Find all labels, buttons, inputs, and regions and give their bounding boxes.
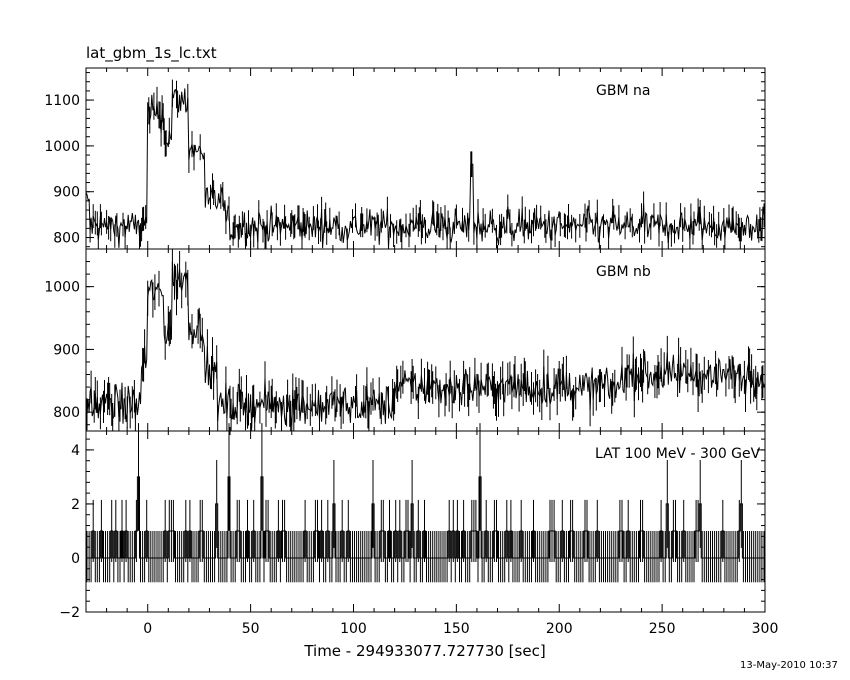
x-tick-label: 250 xyxy=(649,621,676,637)
gbm-count-line xyxy=(85,261,766,429)
x-tick-label: 300 xyxy=(752,621,779,637)
gbm-error-bars xyxy=(89,79,766,249)
y-tick-label: 900 xyxy=(53,342,80,358)
y-tick-label: 800 xyxy=(53,231,80,247)
y-tick-label: 2 xyxy=(71,497,80,513)
y-tick-label: 1000 xyxy=(44,280,80,296)
timestamp: 13-May-2010 10:37 xyxy=(740,660,838,671)
gbm-series xyxy=(85,79,766,249)
lat-count-line xyxy=(86,476,765,559)
x-tick-label: 150 xyxy=(443,621,470,637)
series-label: GBM na xyxy=(596,83,650,99)
x-tick-label: 0 xyxy=(143,621,152,637)
x-tick-label: 100 xyxy=(340,621,367,637)
series-label: GBM nb xyxy=(596,264,651,280)
x-tick-label: 50 xyxy=(242,621,260,637)
y-tick-label: 0 xyxy=(71,551,80,567)
gbm-error-bars xyxy=(86,249,764,431)
y-tick-label: 4 xyxy=(71,443,80,459)
y-tick-label: 1000 xyxy=(44,139,80,155)
chart-title: lat_gbm_1s_lc.txt xyxy=(86,44,217,62)
y-tick-label: −2 xyxy=(59,605,80,621)
y-tick-label: 900 xyxy=(53,185,80,201)
series-label: LAT 100 MeV - 300 GeV xyxy=(595,446,761,462)
lat-series xyxy=(86,423,765,583)
y-tick-label: 1100 xyxy=(44,93,80,109)
gbm-series xyxy=(85,249,766,431)
panel-frame xyxy=(85,430,766,613)
y-tick-label: 800 xyxy=(53,405,80,421)
x-tick-label: 200 xyxy=(546,621,573,637)
x-axis-label: Time - 294933077.727730 [sec] xyxy=(303,642,545,660)
